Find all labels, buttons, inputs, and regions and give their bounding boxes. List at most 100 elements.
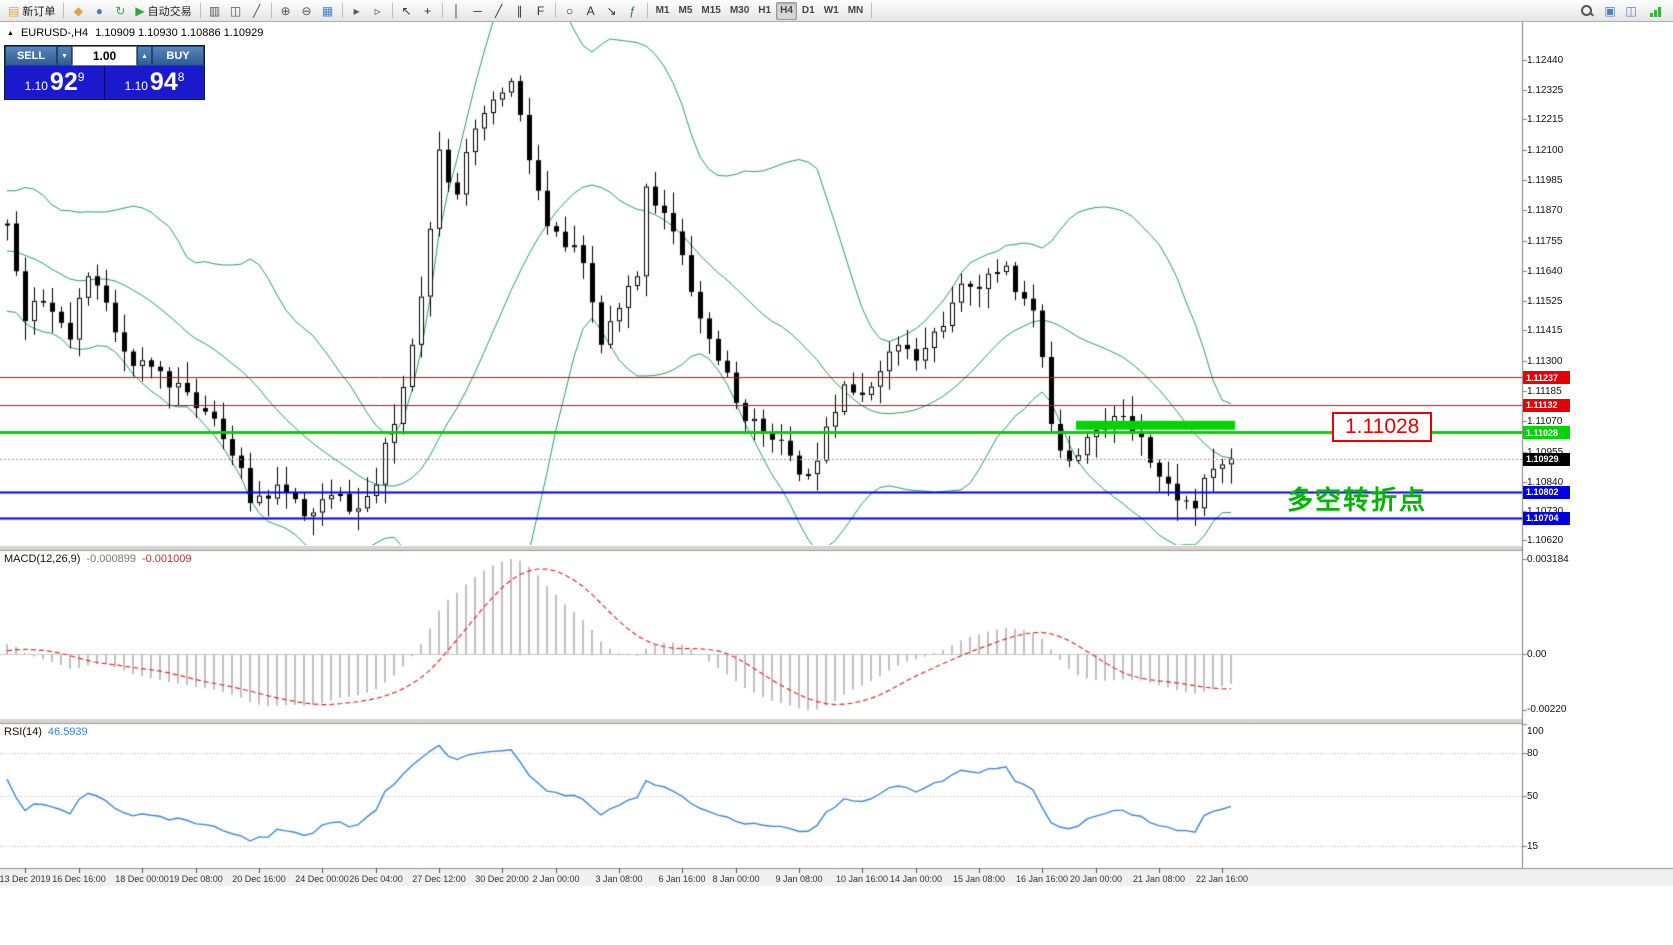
equidistant-channel-icon[interactable]: ∥ <box>510 2 530 20</box>
trendline-icon-icon: ╱ <box>494 3 503 18</box>
timeframe-m15[interactable]: M15 <box>701 5 721 16</box>
search-icon <box>1577 2 1595 20</box>
indicators-icon[interactable]: ƒ <box>623 2 643 20</box>
volume-decrease-button[interactable]: ▼ <box>57 46 72 66</box>
shapes-icon[interactable]: ○ <box>560 2 580 20</box>
toolbar-separator <box>441 3 443 18</box>
timeframe-h4[interactable]: H4 <box>776 1 797 20</box>
price-callout[interactable]: 1.11028 <box>1332 412 1433 442</box>
price-level-tag: 1.11237 <box>1523 371 1570 385</box>
candlestick-chart-icon[interactable]: ◫ <box>226 2 246 20</box>
vertical-line-icon-icon: │ <box>452 3 461 18</box>
sell-price-big: 92 <box>49 68 78 96</box>
toolbar-separator <box>646 3 648 18</box>
cursor-icon[interactable]: ↖ <box>397 2 417 20</box>
time-axis-label: 16 Jan 16:00 <box>1015 874 1069 884</box>
timeframe-m5[interactable]: M5 <box>678 5 693 16</box>
zoom-out-icon[interactable]: ⊖ <box>297 2 317 20</box>
trendline-icon[interactable]: ╱ <box>489 2 509 20</box>
current-price-tag: 1.10929 <box>1523 452 1570 466</box>
toolbar: ▤ 新订单 ◆ ● ↻ ▶ 自动交易 ▥ ◫ ╱ ⊕ ⊖ ▦ ▸ ▹ ↖ + │ ─ ╱ ∥ F ○ A ↘ ƒ M1 M5 M15 M3… <box>0 0 1673 22</box>
time-axis-label: 15 Jan 08:00 <box>952 874 1006 884</box>
autotrade-button[interactable]: ▶ 自动交易 <box>131 2 195 20</box>
new-order-button[interactable]: ▤ 新订单 <box>4 2 59 20</box>
chart-shift-icon[interactable]: ▹ <box>368 2 388 20</box>
crosshair-icon[interactable]: + <box>418 2 438 20</box>
annotation-text[interactable]: 多空转折点 <box>1287 485 1428 515</box>
line-chart-icon[interactable]: ╱ <box>247 2 267 20</box>
cursor-icon-icon: ↖ <box>401 3 412 18</box>
time-axis-label: 8 Jan 00:00 <box>712 874 760 884</box>
price-scale-label: 1.11415 <box>1527 325 1563 337</box>
one-click-trading-panel: SELL ▼ ▲ BUY 1.10 92 9 1.10 94 8 <box>4 45 205 100</box>
time-axis-label: 24 Dec 00:00 <box>295 874 349 884</box>
charts-icon-icon: ◆ <box>73 3 83 18</box>
sell-price-button[interactable]: 1.10 92 9 <box>5 66 105 99</box>
timeframe-mn[interactable]: MN <box>847 5 864 16</box>
macd-scale-label-top: 0.003184 <box>1527 554 1569 565</box>
time-axis-label: 3 Jan 08:00 <box>595 874 643 884</box>
autotrade-icon: ▶ <box>135 3 145 18</box>
collapse-triangle-icon: ▲ <box>7 29 14 37</box>
text-icon[interactable]: A <box>581 2 601 20</box>
price-scale-label: 1.10730 <box>1527 506 1563 517</box>
layout-icon[interactable]: ◫ <box>1621 2 1641 20</box>
time-axis-label: 2 Jan 00:00 <box>532 874 580 884</box>
time-axis-label: 20 Dec 16:00 <box>232 874 286 884</box>
charts-icon[interactable]: ◆ <box>68 2 88 20</box>
market-watch-icon[interactable]: ● <box>89 2 109 20</box>
macd-signal-value: -0.001009 <box>141 553 192 565</box>
price-scale-label: 1.11070 <box>1527 416 1563 428</box>
sell-button[interactable]: SELL <box>5 46 57 66</box>
fibonacci-icon-icon: F <box>536 3 545 18</box>
time-axis-label: 21 Jan 08:00 <box>1132 874 1186 884</box>
tile-windows-icon[interactable]: ▦ <box>318 2 338 20</box>
price-scale-label: 1.11755 <box>1527 235 1563 247</box>
zoom-in-icon-icon: ⊕ <box>280 3 291 18</box>
connection-status-icon[interactable] <box>1642 2 1669 20</box>
timeframe-h1[interactable]: H1 <box>758 5 772 16</box>
fibonacci-icon[interactable]: F <box>531 2 551 20</box>
toolbar-separator <box>871 3 873 18</box>
new-chart-icon[interactable]: ▣ <box>1600 2 1620 20</box>
price-scale-label: 1.12100 <box>1527 144 1564 156</box>
text-icon-icon: A <box>586 3 595 18</box>
refresh-icon[interactable]: ↻ <box>110 2 130 20</box>
timeframe-d1[interactable]: D1 <box>801 5 815 16</box>
price-scale-label: 1.11185 <box>1527 385 1562 397</box>
indicators-icon-icon: ƒ <box>629 3 636 18</box>
toolbar-separator <box>391 3 393 18</box>
search-icon[interactable] <box>1573 2 1599 20</box>
zoom-in-icon[interactable]: ⊕ <box>276 2 296 20</box>
volume-input[interactable] <box>72 46 137 66</box>
vertical-line-icon[interactable]: │ <box>447 2 467 20</box>
toolbar-separator <box>199 3 201 18</box>
time-axis-label: 22 Jan 16:00 <box>1195 874 1249 884</box>
new-chart-icon: ▣ <box>1604 3 1616 18</box>
price-scale-label: 1.10955 <box>1527 447 1563 458</box>
chart-canvas[interactable] <box>0 22 1673 945</box>
arrows-icon-icon: ↘ <box>606 3 617 18</box>
time-axis-label: 30 Dec 20:00 <box>475 874 529 884</box>
price-scale-label: 1.12325 <box>1527 85 1564 97</box>
rsi-name: RSI(14) <box>4 726 42 738</box>
price-scale-label: 1.11640 <box>1527 265 1563 277</box>
horizontal-line-icon[interactable]: ─ <box>468 2 488 20</box>
toolbar-separator <box>554 3 556 18</box>
rsi-scale-label: 100 <box>1527 726 1544 737</box>
timeframe-m1[interactable]: M1 <box>655 5 670 16</box>
buy-price-button[interactable]: 1.10 94 8 <box>105 66 204 99</box>
buy-button[interactable]: BUY <box>152 46 204 66</box>
time-axis-label: 27 Dec 12:00 <box>412 874 466 884</box>
timeframe-m30[interactable]: M30 <box>729 5 750 16</box>
arrows-icon[interactable]: ↘ <box>602 2 622 20</box>
time-axis-label: 18 Dec 00:00 <box>115 874 169 884</box>
bar-chart-icon[interactable]: ▥ <box>205 2 225 20</box>
macd-indicator-label: MACD(12,26,9) -0.000899 -0.001009 <box>4 553 192 565</box>
rsi-scale-label: 50 <box>1527 791 1539 802</box>
candlestick-chart-icon-icon: ◫ <box>229 3 242 18</box>
auto-scroll-icon[interactable]: ▸ <box>347 2 367 20</box>
volume-increase-button[interactable]: ▲ <box>137 46 152 66</box>
toolbar-separator <box>270 3 272 18</box>
timeframe-w1[interactable]: W1 <box>823 5 839 16</box>
